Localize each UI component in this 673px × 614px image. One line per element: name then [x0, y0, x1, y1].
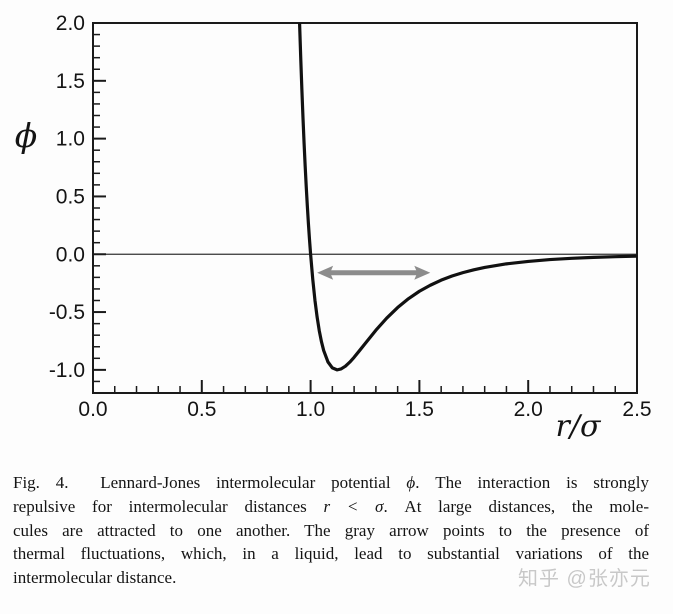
- y-tick-label: 0.5: [56, 185, 85, 208]
- caption-line: thermal fluctuations, which, in a liquid…: [13, 544, 649, 564]
- y-tick-label: -1.0: [49, 359, 85, 382]
- lennard-jones-chart: 0.0 0.5 1.0 1.5 2.0 2.5 -1.0 -0.5 0.0 0.5 1.0 1.5 2.…: [15, 12, 652, 444]
- arrowhead-left-icon: [317, 265, 334, 280]
- x-tick-label: 2.0: [514, 398, 543, 421]
- arrowhead-right-icon: [414, 265, 431, 280]
- x-tick-label: 1.5: [405, 398, 434, 421]
- x-tick-label: 1.0: [296, 398, 325, 421]
- y-tick-label: 2.0: [56, 12, 85, 35]
- watermark: 知乎 @张亦元: [518, 568, 651, 590]
- y-tick-label: 1.5: [56, 70, 85, 93]
- caption-line: Fig. 4. Lennard-Jones intermolecular pot…: [13, 473, 649, 492]
- caption-line: repulsive for intermolecular distances r…: [13, 496, 649, 516]
- y-tick-label: 1.0: [56, 128, 85, 151]
- y-tick-label: -0.5: [49, 301, 85, 324]
- x-tick-label: 0.0: [78, 398, 107, 421]
- figure-caption: Fig. 4. Lennard-Jones intermolecular pot…: [13, 471, 649, 590]
- caption-line: cules are attracted to one another. The …: [13, 520, 649, 540]
- x-tick-label: 0.5: [187, 398, 216, 421]
- x-axis-label: r/σ: [556, 409, 602, 444]
- y-axis-label: ϕ: [15, 116, 38, 155]
- plot-frame: [92, 22, 638, 394]
- y-tick-label: 0.0: [56, 243, 85, 266]
- caption-line: intermolecular distance.: [13, 568, 177, 588]
- x-tick-label: 2.5: [622, 398, 651, 421]
- lennard-jones-curve: [297, 23, 637, 372]
